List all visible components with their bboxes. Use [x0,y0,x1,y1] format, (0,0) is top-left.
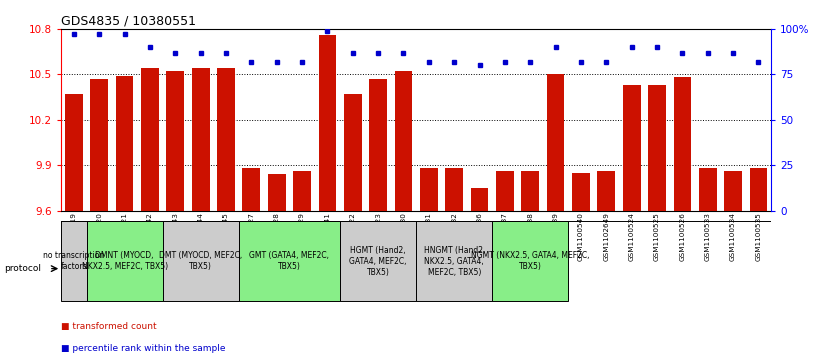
Text: NGMT (NKX2.5, GATA4, MEF2C,
TBX5): NGMT (NKX2.5, GATA4, MEF2C, TBX5) [471,251,589,272]
Bar [318,35,336,211]
Bar [116,76,134,211]
Bar [597,171,615,211]
Bar [648,85,666,211]
Bar [344,94,361,211]
Text: ■ percentile rank within the sample: ■ percentile rank within the sample [61,344,226,353]
Bar [340,221,416,301]
Text: HGMT (Hand2,
GATA4, MEF2C,
TBX5): HGMT (Hand2, GATA4, MEF2C, TBX5) [349,246,407,277]
Bar [416,221,492,301]
Bar [91,79,108,211]
Text: no transcription
factors: no transcription factors [43,251,104,272]
Text: GMT (GATA4, MEF2C,
TBX5): GMT (GATA4, MEF2C, TBX5) [250,251,330,272]
Text: GDS4835 / 10380551: GDS4835 / 10380551 [61,15,196,28]
Bar [141,68,159,211]
Bar [395,72,412,211]
Bar [162,221,238,301]
Text: HNGMT (Hand2,
NKX2.5, GATA4,
MEF2C, TBX5): HNGMT (Hand2, NKX2.5, GATA4, MEF2C, TBX5… [424,246,485,277]
Bar [86,221,162,301]
Bar [547,74,565,211]
Bar [471,188,489,211]
Bar [420,168,437,211]
Bar [268,174,286,211]
Bar [492,221,568,301]
Bar [623,85,641,211]
Bar [65,94,82,211]
Bar [673,77,691,211]
Bar [217,68,235,211]
Bar [496,171,514,211]
Bar [725,171,742,211]
Bar [242,168,260,211]
Text: DMT (MYOCD, MEF2C,
TBX5): DMT (MYOCD, MEF2C, TBX5) [159,251,242,272]
Bar [238,221,340,301]
Bar [293,171,311,211]
Bar [698,168,716,211]
Bar [750,168,767,211]
Bar [446,168,463,211]
Text: ■ transformed count: ■ transformed count [61,322,157,331]
Bar [521,171,539,211]
Bar [166,72,184,211]
Bar [370,79,387,211]
Bar [192,68,210,211]
Text: DMNT (MYOCD,
NKX2.5, MEF2C, TBX5): DMNT (MYOCD, NKX2.5, MEF2C, TBX5) [82,251,167,272]
Bar [61,221,86,301]
Text: protocol: protocol [4,264,41,273]
Bar [572,173,590,211]
